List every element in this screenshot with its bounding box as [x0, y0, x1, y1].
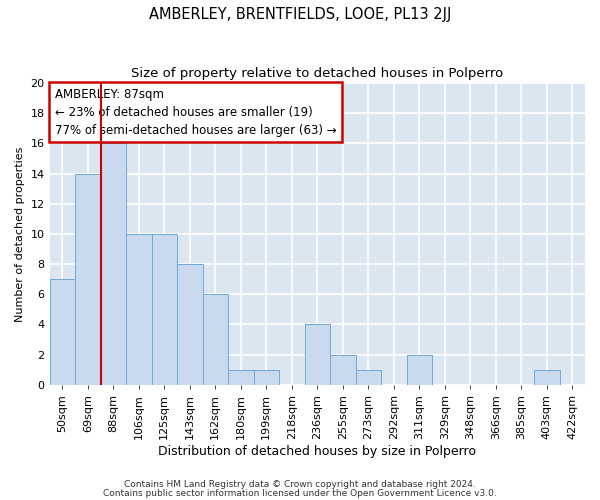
Bar	[330, 354, 356, 385]
Bar	[228, 370, 254, 385]
Text: Contains public sector information licensed under the Open Government Licence v3: Contains public sector information licen…	[103, 488, 497, 498]
Bar	[177, 264, 203, 385]
Bar	[356, 370, 381, 385]
Bar	[254, 370, 279, 385]
Text: Contains HM Land Registry data © Crown copyright and database right 2024.: Contains HM Land Registry data © Crown c…	[124, 480, 476, 489]
Bar	[534, 370, 560, 385]
Title: Size of property relative to detached houses in Polperro: Size of property relative to detached ho…	[131, 68, 503, 80]
Text: AMBERLEY, BRENTFIELDS, LOOE, PL13 2JJ: AMBERLEY, BRENTFIELDS, LOOE, PL13 2JJ	[149, 8, 451, 22]
Text: AMBERLEY: 87sqm
← 23% of detached houses are smaller (19)
77% of semi-detached h: AMBERLEY: 87sqm ← 23% of detached houses…	[55, 88, 337, 136]
Y-axis label: Number of detached properties: Number of detached properties	[15, 146, 25, 322]
Bar	[101, 144, 126, 385]
Bar	[50, 279, 75, 385]
Bar	[305, 324, 330, 385]
X-axis label: Distribution of detached houses by size in Polperro: Distribution of detached houses by size …	[158, 444, 476, 458]
Bar	[407, 354, 432, 385]
Bar	[126, 234, 152, 385]
Bar	[75, 174, 101, 385]
Bar	[203, 294, 228, 385]
Bar	[152, 234, 177, 385]
